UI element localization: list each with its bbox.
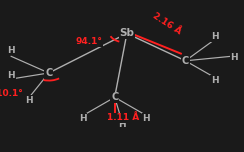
- Text: H: H: [25, 96, 33, 105]
- Text: H: H: [142, 114, 150, 123]
- Text: H: H: [7, 46, 15, 55]
- Text: 110.1°: 110.1°: [0, 89, 22, 98]
- Text: Sb: Sb: [119, 28, 134, 38]
- Text: 94.1°: 94.1°: [76, 37, 102, 46]
- Text: 2.16 Å: 2.16 Å: [151, 11, 183, 36]
- Text: H: H: [211, 32, 219, 41]
- Text: H: H: [118, 120, 126, 129]
- Text: H: H: [230, 53, 238, 62]
- Text: H: H: [211, 76, 219, 85]
- Text: 1.11 Å: 1.11 Å: [107, 113, 139, 122]
- Text: H: H: [7, 71, 15, 81]
- Text: H: H: [79, 114, 87, 123]
- Text: C: C: [182, 56, 189, 66]
- Text: C: C: [111, 92, 118, 102]
- Text: C: C: [45, 68, 52, 78]
